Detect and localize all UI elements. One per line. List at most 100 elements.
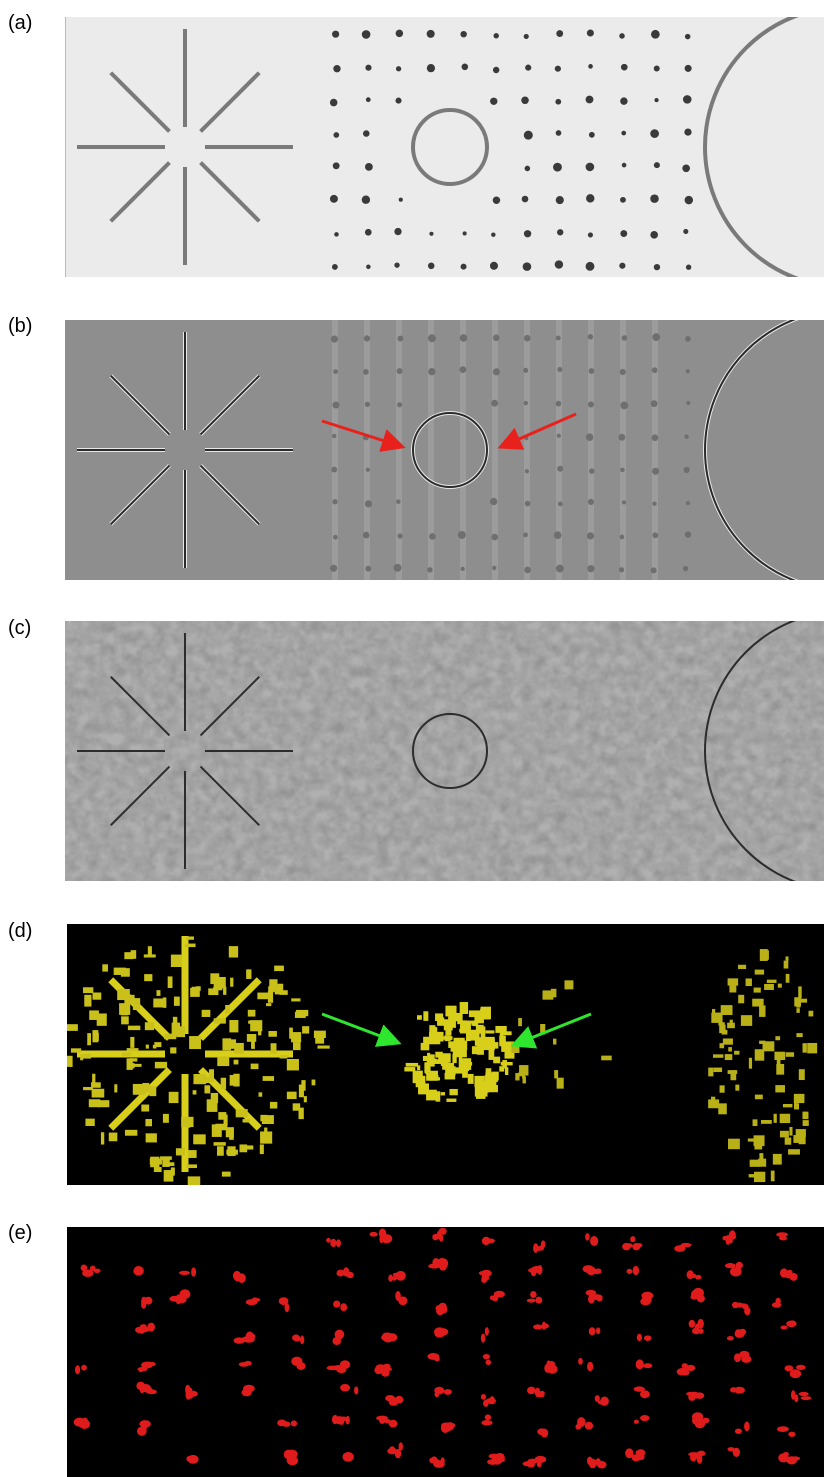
- particle: [588, 334, 593, 339]
- blob: [708, 1068, 713, 1077]
- particle: [333, 1301, 340, 1308]
- particle: [333, 369, 338, 374]
- blob: [146, 1133, 157, 1142]
- particle: [586, 96, 594, 104]
- blob: [214, 1018, 226, 1023]
- blob: [484, 1086, 495, 1090]
- particle: [586, 433, 594, 441]
- particle: [620, 468, 625, 473]
- particle: [365, 500, 372, 507]
- particle: [524, 34, 529, 39]
- particle: [285, 1303, 290, 1312]
- particle: [332, 401, 339, 408]
- particle: [744, 1422, 750, 1432]
- particle: [428, 334, 436, 342]
- particle: [330, 565, 337, 572]
- blob: [218, 1112, 226, 1120]
- particle: [554, 531, 562, 539]
- blob: [501, 1062, 513, 1065]
- blob: [493, 1057, 500, 1064]
- blob: [783, 1104, 793, 1107]
- blob: [452, 1054, 456, 1063]
- blob: [221, 1078, 226, 1089]
- blob: [264, 1128, 267, 1137]
- blob: [449, 1089, 457, 1095]
- particle: [524, 401, 528, 405]
- blob: [212, 1124, 222, 1137]
- particle: [399, 198, 403, 202]
- blob: [83, 1054, 91, 1059]
- particle: [491, 233, 495, 237]
- particle: [435, 1305, 444, 1312]
- blob: [314, 1031, 326, 1038]
- particle: [555, 66, 561, 72]
- particle: [685, 65, 692, 72]
- blob: [435, 1013, 443, 1021]
- particle: [527, 1299, 536, 1303]
- particle: [533, 1324, 543, 1329]
- particle: [330, 99, 338, 107]
- blob: [767, 980, 777, 983]
- particle: [619, 33, 625, 39]
- particle: [685, 196, 693, 204]
- particle: [622, 500, 626, 504]
- particle: [557, 229, 563, 235]
- particle: [682, 164, 690, 172]
- blob: [163, 1114, 169, 1123]
- particle: [362, 30, 371, 39]
- particle: [395, 1271, 405, 1281]
- particle: [589, 132, 595, 138]
- particle: [379, 1418, 385, 1424]
- particle: [654, 98, 658, 102]
- blob: [728, 1139, 740, 1150]
- particle: [583, 1265, 594, 1273]
- particle: [692, 1416, 698, 1424]
- panel-e-image: [67, 1227, 824, 1477]
- particle: [362, 196, 370, 204]
- particle: [776, 1232, 788, 1237]
- particle: [652, 367, 658, 373]
- blob: [802, 1112, 808, 1120]
- blob: [423, 1011, 428, 1021]
- blob: [462, 1065, 468, 1078]
- particle: [640, 1415, 649, 1421]
- blob: [243, 1119, 251, 1122]
- particle: [326, 1238, 331, 1243]
- particle: [397, 402, 402, 407]
- blob: [794, 997, 801, 1006]
- particle: [396, 66, 401, 71]
- particle: [556, 401, 562, 407]
- particle: [492, 566, 496, 570]
- particle: [460, 366, 467, 373]
- blob: [764, 984, 774, 990]
- particle: [396, 30, 403, 37]
- blob: [246, 969, 251, 979]
- particle: [300, 1335, 304, 1344]
- blob: [499, 1066, 504, 1071]
- blob: [749, 1058, 752, 1069]
- blob: [784, 961, 789, 969]
- panel-label: (e): [8, 1222, 32, 1244]
- particle: [742, 1304, 749, 1309]
- particle: [556, 196, 564, 204]
- particle: [794, 1394, 798, 1402]
- blob: [468, 1074, 474, 1084]
- particle: [342, 1385, 349, 1391]
- blob: [114, 968, 126, 975]
- particle: [485, 1239, 495, 1244]
- particle: [481, 1277, 487, 1282]
- blob: [169, 1092, 179, 1103]
- particle: [652, 532, 658, 538]
- particle: [522, 196, 529, 203]
- blob: [229, 946, 238, 957]
- blob: [188, 1176, 200, 1186]
- particle: [556, 335, 561, 340]
- particle: [347, 1272, 354, 1278]
- particle: [346, 1416, 350, 1425]
- blob: [406, 1063, 418, 1067]
- particle: [788, 1432, 795, 1437]
- particle: [461, 264, 467, 270]
- particle: [620, 97, 627, 104]
- particle: [481, 1420, 492, 1425]
- blob: [128, 1026, 140, 1030]
